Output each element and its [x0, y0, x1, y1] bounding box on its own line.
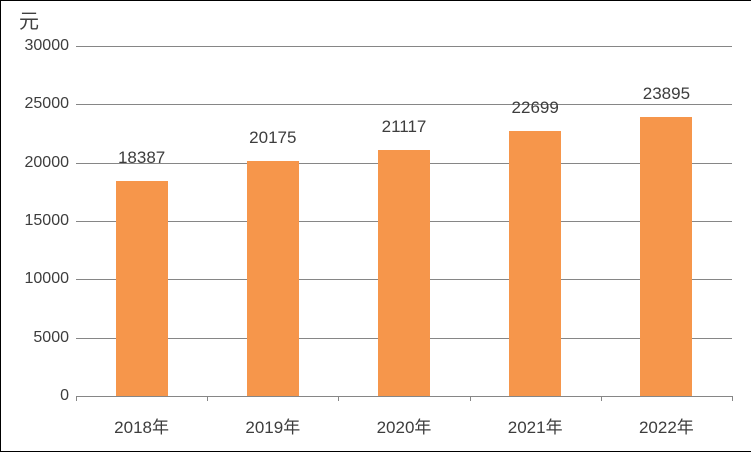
y-tick-label: 15000: [24, 212, 70, 229]
data-label-2022年: 23895: [642, 84, 691, 104]
bar-2020年: [378, 149, 430, 396]
x-tick-label-2018年: 2018年: [114, 418, 169, 437]
x-tick-label-2019年: 2019年: [245, 418, 301, 437]
y-tick-label: 20000: [24, 153, 70, 171]
x-axis-tick: [600, 396, 602, 401]
bar-2019年: [246, 160, 299, 396]
x-axis-tick: [338, 396, 340, 401]
y-tick-label: 0: [60, 387, 69, 404]
x-tick-label-2020年: 2020年: [376, 418, 432, 437]
y-tick-label: 5000: [33, 328, 69, 346]
y-tick-label: 10000: [24, 270, 70, 288]
data-label-2018年: 18387: [117, 148, 166, 168]
x-tick-label-2022年: 2022年: [638, 418, 694, 437]
gridline-30000: [76, 46, 732, 47]
y-tick-label: 30000: [24, 37, 70, 54]
data-label-2019年: 20175: [249, 127, 297, 147]
x-tick-label-2021年: 2021年: [507, 418, 563, 437]
bar-2018年: [115, 181, 168, 396]
gridline-25000: [76, 104, 732, 106]
x-axis-tick: [76, 396, 77, 401]
bar-2021年: [509, 131, 562, 396]
x-axis-tick: [469, 396, 471, 401]
x-axis-tick: [732, 396, 733, 401]
data-label-2020年: 21117: [381, 116, 427, 136]
bar-2022年: [640, 117, 693, 396]
y-axis-unit-label: 元: [19, 11, 39, 33]
y-tick-label: 25000: [24, 95, 70, 113]
plot-area: [76, 46, 733, 401]
x-axis-tick: [207, 396, 209, 401]
x-axis-line: [76, 396, 732, 397]
data-label-2021年: 22699: [511, 98, 559, 118]
